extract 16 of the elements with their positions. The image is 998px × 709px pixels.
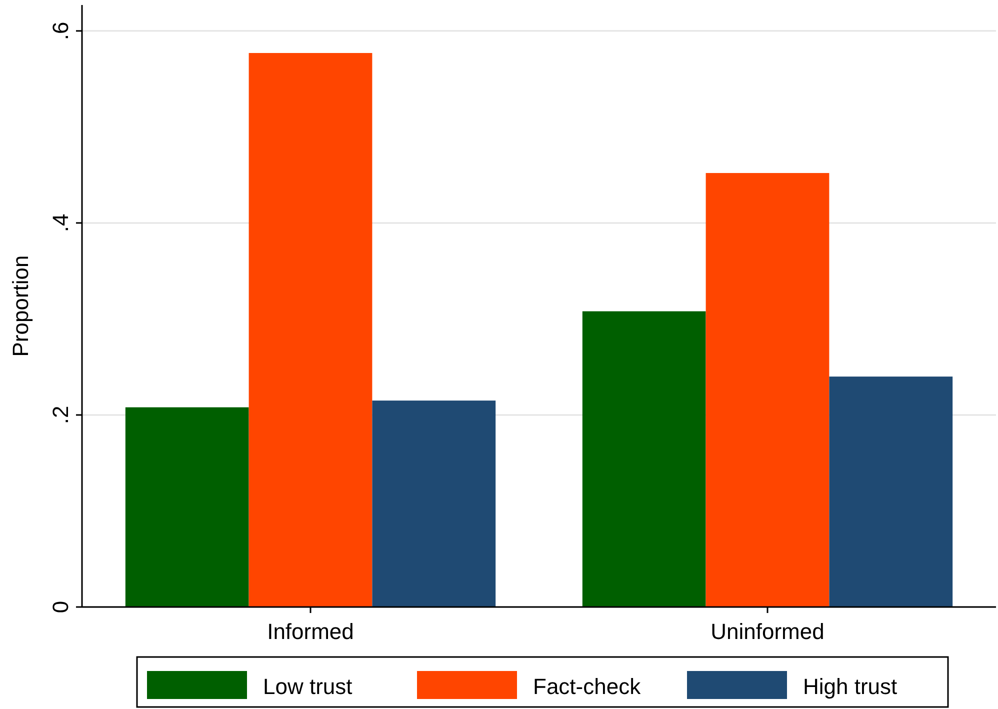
x-tick-label: Informed — [267, 619, 354, 644]
bar — [829, 376, 953, 607]
y-tick-label: .4 — [48, 214, 73, 232]
bar — [372, 400, 496, 607]
y-tick-label: .2 — [48, 406, 73, 424]
bar — [582, 311, 706, 607]
x-tick-label: Uninformed — [710, 619, 824, 644]
bar — [125, 407, 249, 607]
legend-label: Low trust — [263, 674, 352, 699]
bar — [248, 53, 372, 607]
y-tick-label: 0 — [48, 600, 73, 614]
legend-label: Fact-check — [533, 674, 642, 699]
y-axis-title: Proportion — [8, 255, 33, 357]
legend-label: High trust — [803, 674, 898, 699]
bar — [706, 173, 830, 607]
y-tick-label: .6 — [48, 22, 73, 40]
